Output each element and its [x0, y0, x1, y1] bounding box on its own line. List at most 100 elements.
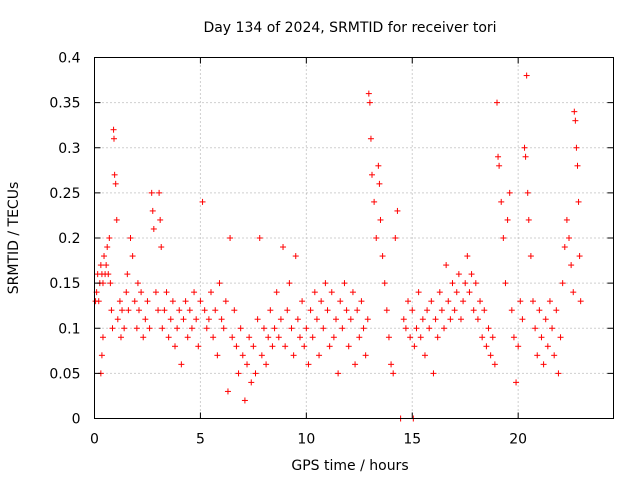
data-point — [148, 189, 155, 196]
data-point — [517, 298, 524, 305]
data-point — [468, 271, 475, 278]
data-point — [337, 298, 344, 305]
data-point — [360, 325, 367, 332]
y-tick-label: 0.2 — [58, 231, 80, 247]
data-point — [419, 316, 426, 323]
data-point — [487, 352, 494, 359]
data-point — [103, 262, 110, 269]
data-point — [318, 298, 325, 305]
data-point — [339, 325, 346, 332]
data-point — [182, 298, 189, 305]
y-tick-label: 0.35 — [49, 96, 80, 112]
data-point — [551, 352, 558, 359]
data-point — [421, 352, 428, 359]
data-point — [413, 325, 420, 332]
data-point — [542, 316, 549, 323]
data-point — [358, 298, 365, 305]
data-point — [222, 298, 229, 305]
data-point — [95, 298, 102, 305]
data-point — [354, 307, 361, 314]
data-point — [229, 334, 236, 341]
data-point — [453, 289, 460, 296]
y-tick-label: 0.05 — [49, 366, 80, 382]
data-point — [481, 307, 488, 314]
data-point — [197, 298, 204, 305]
data-point — [347, 316, 354, 323]
data-point — [282, 343, 289, 350]
data-point — [254, 316, 261, 323]
data-point — [303, 325, 310, 332]
data-point — [365, 90, 372, 97]
data-point — [208, 289, 215, 296]
data-point — [214, 352, 221, 359]
data-point — [500, 235, 507, 241]
data-point — [477, 298, 484, 305]
y-tick-label: 0.25 — [49, 186, 80, 202]
y-tick-label: 0.4 — [58, 51, 80, 67]
data-point — [114, 316, 121, 323]
data-point — [549, 325, 556, 332]
data-point — [144, 298, 151, 305]
data-point — [237, 325, 244, 332]
data-point — [121, 325, 128, 332]
data-point — [513, 379, 520, 386]
data-point — [362, 352, 369, 359]
data-point — [195, 343, 202, 350]
data-point — [570, 289, 577, 296]
data-point — [534, 352, 541, 359]
x-tick-label: 5 — [196, 432, 205, 448]
data-point — [470, 307, 477, 314]
data-points — [92, 72, 584, 422]
data-point — [349, 289, 356, 296]
data-point — [510, 334, 517, 341]
data-point — [424, 307, 431, 314]
data-point — [400, 316, 407, 323]
data-point — [138, 289, 145, 296]
data-point — [502, 280, 509, 287]
data-point — [457, 316, 464, 323]
data-point — [525, 216, 532, 223]
data-point — [290, 352, 297, 359]
x-tick-label: 15 — [403, 432, 421, 448]
data-point — [284, 307, 291, 314]
data-point — [352, 361, 359, 368]
data-point — [521, 144, 528, 151]
data-point — [193, 316, 200, 323]
data-point — [356, 334, 363, 341]
data-point — [311, 289, 318, 296]
data-point — [156, 189, 163, 196]
data-point — [341, 280, 348, 287]
data-point — [244, 361, 251, 368]
data-point — [250, 343, 257, 350]
data-point — [273, 289, 280, 296]
data-point — [324, 307, 331, 314]
x-tick-label: 10 — [297, 432, 315, 448]
data-point — [557, 334, 564, 341]
data-point — [495, 153, 502, 160]
data-point — [292, 253, 299, 260]
data-point — [241, 397, 248, 404]
data-point — [451, 307, 458, 314]
data-point — [367, 135, 374, 142]
data-point — [218, 316, 225, 323]
data-point — [546, 298, 553, 305]
data-point — [498, 198, 505, 205]
data-point — [434, 334, 441, 341]
data-point — [105, 271, 112, 278]
data-point — [330, 334, 337, 341]
data-point — [326, 343, 333, 350]
data-point — [316, 352, 323, 359]
data-point — [150, 225, 157, 232]
data-point — [466, 289, 473, 296]
data-point — [233, 343, 240, 350]
data-point — [111, 171, 118, 178]
data-point — [432, 316, 439, 323]
data-point — [472, 280, 479, 287]
data-point — [134, 280, 141, 287]
data-point — [307, 307, 314, 314]
data-point — [576, 253, 583, 260]
data-point — [532, 325, 539, 332]
data-point — [563, 216, 570, 223]
x-tick-label: 20 — [509, 432, 527, 448]
